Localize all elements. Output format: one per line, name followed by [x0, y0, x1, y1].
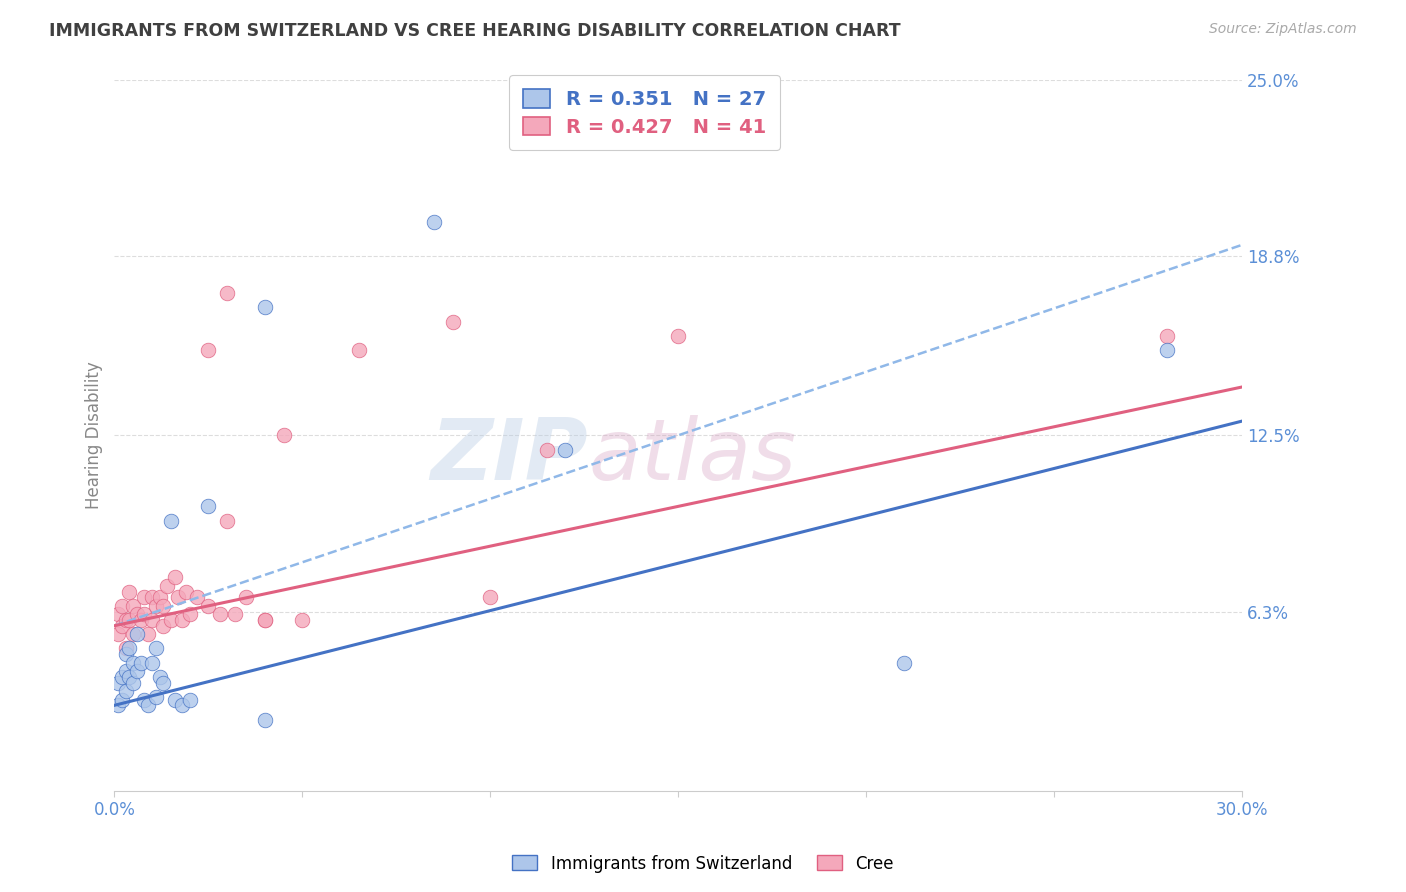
Point [107, 698, 129, 713]
Point [1156, 343, 1178, 357]
Point [111, 692, 134, 706]
Point [114, 684, 136, 698]
Point [666, 328, 689, 343]
Text: Source: ZipAtlas.com: Source: ZipAtlas.com [1209, 22, 1357, 37]
Point [107, 607, 129, 622]
Point [129, 656, 152, 670]
Point [122, 656, 145, 670]
Point [163, 570, 186, 584]
Point [134, 692, 156, 706]
Point [291, 613, 314, 627]
Point [253, 613, 276, 627]
Point [118, 641, 141, 656]
Point [118, 613, 141, 627]
Text: atlas: atlas [588, 415, 796, 498]
Point [186, 591, 208, 605]
Point [136, 627, 159, 641]
Point [152, 619, 174, 633]
Point [235, 591, 257, 605]
Text: IMMIGRANTS FROM SWITZERLAND VS CREE HEARING DISABILITY CORRELATION CHART: IMMIGRANTS FROM SWITZERLAND VS CREE HEAR… [49, 22, 901, 40]
Point [347, 343, 370, 357]
Point [111, 670, 134, 684]
Point [107, 675, 129, 690]
Point [174, 584, 197, 599]
Point [148, 591, 170, 605]
Point [145, 641, 167, 656]
Point [536, 442, 558, 457]
Point [253, 613, 276, 627]
Point [136, 698, 159, 713]
Point [197, 343, 219, 357]
Point [159, 613, 181, 627]
Point [554, 442, 576, 457]
Point [179, 692, 201, 706]
Point [118, 584, 141, 599]
Point [167, 591, 190, 605]
Point [122, 675, 145, 690]
Point [163, 692, 186, 706]
Point [114, 647, 136, 661]
Point [125, 627, 148, 641]
Point [125, 664, 148, 678]
Text: ZIP: ZIP [430, 415, 588, 498]
Point [441, 315, 464, 329]
Point [114, 641, 136, 656]
Point [170, 698, 193, 713]
Point [197, 500, 219, 514]
Point [152, 599, 174, 613]
Point [114, 664, 136, 678]
Point [217, 286, 239, 301]
Point [179, 607, 201, 622]
Point [134, 591, 156, 605]
Point [159, 514, 181, 528]
Point [253, 713, 276, 727]
Point [141, 656, 163, 670]
Point [273, 428, 295, 442]
Point [893, 656, 915, 670]
Point [111, 619, 134, 633]
Point [122, 627, 145, 641]
Point [152, 675, 174, 690]
Point [134, 607, 156, 622]
Point [125, 607, 148, 622]
Point [111, 599, 134, 613]
Point [141, 613, 163, 627]
Point [224, 607, 246, 622]
Legend: R = 0.351   N = 27, R = 0.427   N = 41: R = 0.351 N = 27, R = 0.427 N = 41 [509, 76, 779, 151]
Point [156, 579, 179, 593]
Y-axis label: Hearing Disability: Hearing Disability [86, 361, 103, 509]
Point [141, 591, 163, 605]
Point [122, 599, 145, 613]
Point [479, 591, 502, 605]
Point [118, 670, 141, 684]
Point [145, 599, 167, 613]
Point [217, 514, 239, 528]
Point [208, 607, 231, 622]
Point [423, 215, 446, 229]
Point [170, 613, 193, 627]
Point [129, 613, 152, 627]
Point [1156, 328, 1178, 343]
Point [148, 670, 170, 684]
Point [197, 599, 219, 613]
Point [145, 690, 167, 704]
Point [253, 301, 276, 315]
Point [114, 613, 136, 627]
Legend: Immigrants from Switzerland, Cree: Immigrants from Switzerland, Cree [506, 848, 900, 880]
Point [107, 627, 129, 641]
